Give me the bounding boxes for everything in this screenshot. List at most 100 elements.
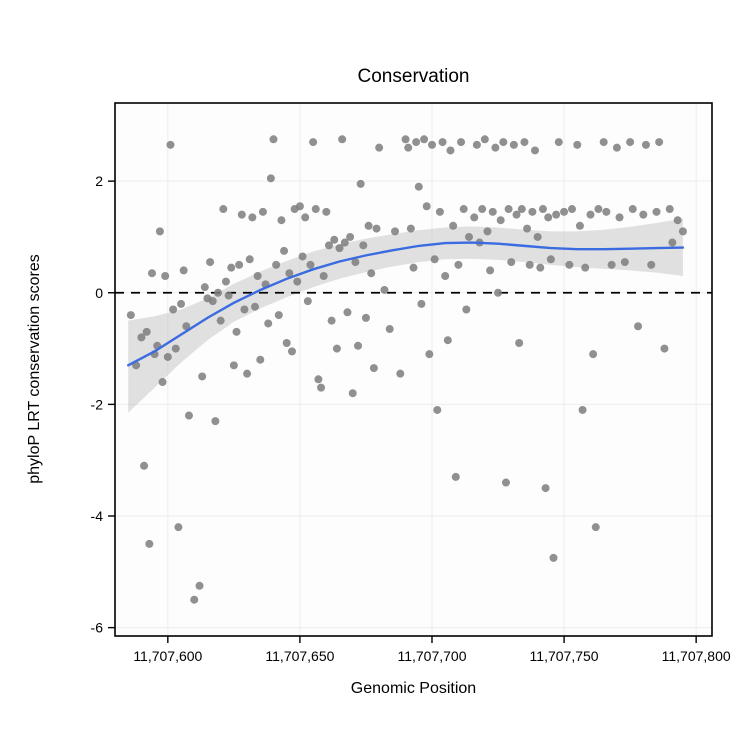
data-point: [195, 581, 204, 590]
data-point: [509, 140, 518, 149]
data-point: [494, 288, 503, 297]
data-point: [137, 333, 146, 342]
data-point: [216, 316, 225, 325]
data-point: [420, 135, 429, 144]
data-point: [430, 255, 439, 264]
data-point: [478, 205, 487, 214]
data-point: [243, 369, 252, 378]
data-point: [264, 319, 273, 328]
data-point: [552, 210, 561, 219]
data-point: [544, 213, 553, 222]
data-point: [575, 221, 584, 230]
data-point: [179, 266, 188, 275]
y-tick-label: 0: [95, 285, 103, 301]
data-point: [586, 210, 595, 219]
data-point: [470, 213, 479, 222]
data-point: [251, 302, 260, 311]
data-point: [229, 361, 238, 370]
data-point: [214, 288, 223, 297]
data-point: [211, 417, 220, 426]
chart-title: Conservation: [357, 66, 470, 87]
data-point: [369, 364, 378, 373]
x-tick-label: 11,707,600: [133, 648, 202, 664]
data-point: [673, 216, 682, 225]
data-point: [396, 369, 405, 378]
data-point: [612, 143, 621, 152]
x-axis-label: Genomic Position: [350, 680, 477, 697]
data-point: [620, 258, 629, 267]
data-point: [554, 138, 563, 147]
data-point: [660, 344, 669, 353]
data-point: [536, 263, 545, 272]
data-point: [361, 313, 370, 322]
data-point: [155, 227, 164, 236]
data-point: [488, 207, 497, 216]
data-point: [190, 595, 199, 604]
data-point: [354, 341, 363, 350]
data-point: [301, 213, 310, 222]
data-point: [639, 210, 648, 219]
data-point: [549, 553, 558, 562]
data-point: [594, 205, 603, 214]
data-point: [512, 210, 521, 219]
data-point: [517, 205, 526, 214]
data-point: [459, 205, 468, 214]
data-point: [441, 272, 450, 281]
data-point: [282, 338, 291, 347]
data-point: [272, 260, 281, 269]
loess-smooth-line: [127, 241, 685, 367]
data-point: [523, 224, 532, 233]
y-tick-label: 2: [95, 173, 103, 189]
data-point: [375, 143, 384, 152]
data-point: [277, 216, 286, 225]
data-point: [200, 283, 209, 292]
data-point: [486, 266, 495, 275]
data-point: [240, 305, 249, 314]
data-point: [235, 260, 244, 269]
data-point: [591, 523, 600, 532]
y-tick-label: -2: [91, 396, 104, 412]
x-tick-label: 11,707,750: [530, 648, 599, 664]
data-point: [433, 405, 442, 414]
data-point: [266, 174, 275, 183]
data-point: [449, 221, 458, 230]
data-point: [414, 182, 423, 191]
data-point: [491, 143, 500, 152]
data-point: [427, 140, 436, 149]
data-point: [184, 411, 193, 420]
data-point: [364, 221, 373, 230]
data-point: [338, 135, 347, 144]
data-point: [626, 138, 635, 147]
data-point: [385, 325, 394, 334]
data-point: [602, 207, 611, 216]
data-point: [346, 232, 355, 241]
data-point: [464, 232, 473, 241]
data-point: [311, 205, 320, 214]
data-point: [520, 138, 529, 147]
data-point: [567, 205, 576, 214]
data-point: [177, 299, 186, 308]
data-point: [501, 478, 510, 487]
data-point: [208, 297, 217, 306]
data-point: [126, 311, 135, 320]
data-point: [140, 461, 149, 470]
data-point: [573, 140, 582, 149]
y-tick-label: -6: [91, 620, 104, 636]
x-tick-label: 11,707,800: [662, 648, 731, 664]
data-point: [287, 347, 296, 356]
data-point: [298, 252, 307, 261]
data-point: [409, 263, 418, 272]
data-point: [245, 255, 254, 264]
data-point: [533, 232, 542, 241]
confidence-ribbon: [128, 218, 683, 413]
y-tick-label: -4: [91, 508, 104, 524]
data-point: [391, 227, 400, 236]
data-point: [581, 263, 590, 272]
data-point: [372, 224, 381, 233]
data-point: [538, 205, 547, 214]
data-point: [647, 260, 656, 269]
data-point: [163, 352, 172, 361]
data-point: [443, 336, 452, 345]
